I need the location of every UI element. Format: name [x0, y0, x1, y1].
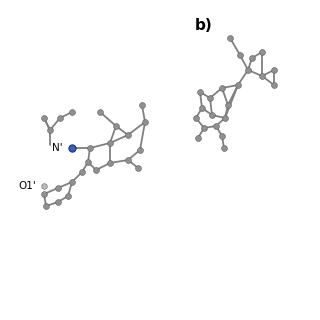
Point: [87, 145, 92, 151]
Point: [55, 199, 60, 204]
Point: [114, 124, 119, 129]
Point: [93, 167, 99, 172]
Point: [58, 116, 63, 121]
Point: [69, 180, 75, 185]
Point: [220, 85, 225, 91]
Point: [79, 170, 84, 175]
Text: O1': O1': [18, 181, 36, 191]
Point: [210, 112, 215, 117]
Point: [108, 160, 113, 165]
Point: [202, 125, 207, 131]
Point: [42, 183, 47, 188]
Point: [260, 49, 265, 54]
Point: [236, 83, 241, 88]
Text: b): b): [195, 18, 213, 33]
Point: [193, 116, 198, 121]
Point: [85, 159, 91, 164]
Point: [260, 73, 265, 78]
Point: [135, 165, 140, 171]
Point: [221, 145, 227, 151]
Point: [125, 132, 131, 138]
Point: [250, 55, 255, 60]
Point: [66, 193, 71, 198]
Point: [199, 105, 204, 110]
Point: [271, 68, 276, 73]
Point: [197, 89, 203, 95]
Point: [245, 68, 251, 73]
Point: [140, 102, 145, 108]
Point: [225, 102, 230, 108]
Point: [44, 204, 49, 209]
Point: [228, 36, 233, 41]
Point: [142, 119, 148, 124]
Point: [69, 109, 75, 115]
Point: [125, 157, 131, 163]
Point: [138, 148, 143, 153]
Point: [55, 185, 60, 190]
Point: [97, 109, 102, 115]
Point: [271, 83, 276, 88]
Point: [220, 133, 225, 139]
Point: [222, 116, 228, 121]
Point: [42, 191, 47, 196]
Text: N': N': [52, 143, 63, 153]
Point: [108, 140, 113, 146]
Point: [42, 116, 47, 121]
Point: [47, 127, 52, 132]
Point: [207, 95, 212, 100]
Point: [69, 145, 75, 151]
Point: [237, 52, 243, 58]
Point: [213, 124, 219, 129]
Point: [196, 135, 201, 140]
